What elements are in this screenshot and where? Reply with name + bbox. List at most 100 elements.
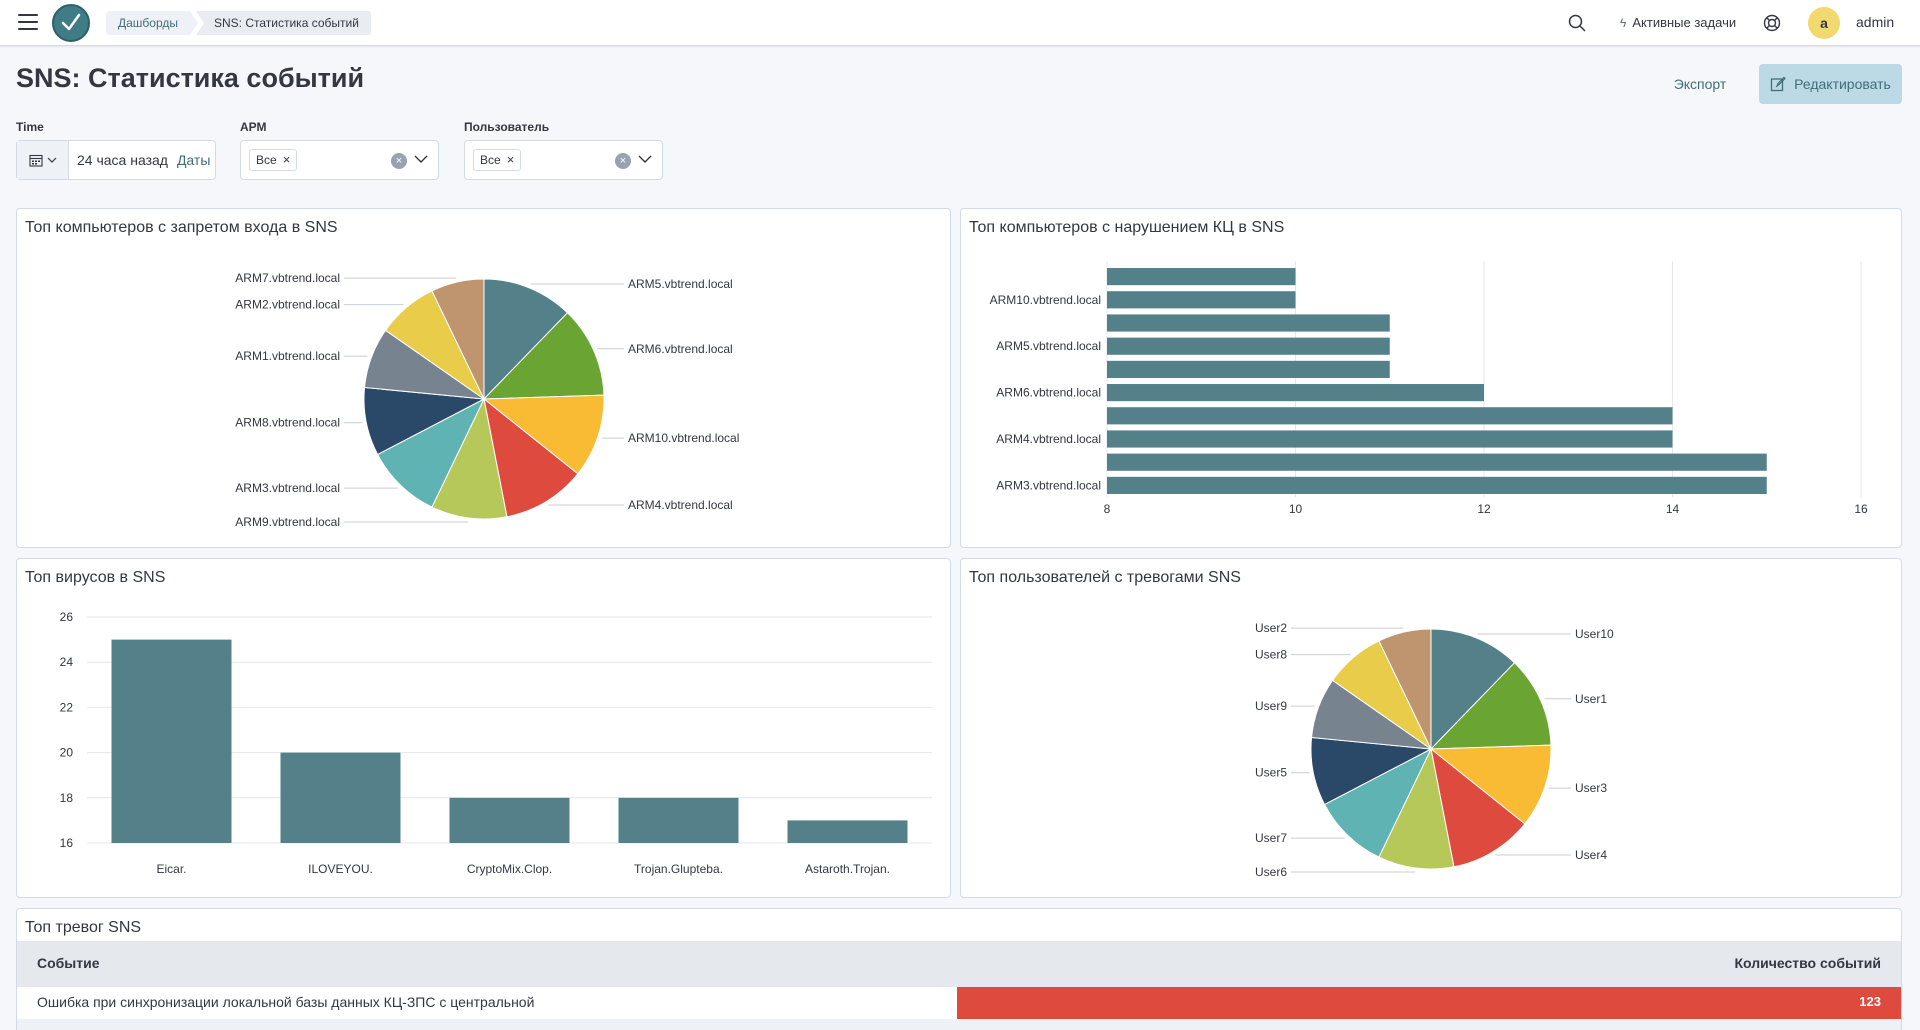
chevron-down-icon[interactable]: [638, 154, 652, 164]
vbar-bar[interactable]: [618, 797, 739, 843]
edit-button[interactable]: Редактировать: [1759, 64, 1902, 104]
pie-computers-slice-arm5-vbtrend-local[interactable]: [483, 278, 569, 401]
hbar-bar[interactable]: [1107, 407, 1673, 425]
pie-users-slice-user2[interactable]: [1378, 628, 1432, 750]
vbar-bar[interactable]: [280, 752, 401, 843]
pie-users-label-user1: User1: [1575, 692, 1607, 706]
pie-users-slice-user6[interactable]: [1378, 747, 1455, 870]
pie-computers-label-arm5-vbtrend-local: ARM5.vbtrend.local: [628, 277, 733, 291]
pie-computers-label-arm9-vbtrend-local: ARM9.vbtrend.local: [235, 515, 340, 529]
hbar-x-tick: 16: [1854, 502, 1868, 516]
user-combobox[interactable]: Все × ×: [464, 140, 663, 180]
hbar-bar[interactable]: [1107, 430, 1673, 448]
avatar[interactable]: a: [1808, 7, 1840, 39]
hbar-x-tick: 10: [1289, 502, 1303, 516]
time-picker: 24 часа назад Даты: [16, 140, 216, 180]
pie-computers-label-arm2-vbtrend-local: ARM2.vbtrend.local: [235, 298, 340, 312]
panel-title: Топ вирусов в SNS: [25, 569, 166, 586]
pie-users-label-user8: User8: [1255, 648, 1287, 662]
pie-computers-label-arm6-vbtrend-local: ARM6.vbtrend.local: [628, 342, 733, 356]
export-button[interactable]: Экспорт: [1673, 76, 1727, 92]
chevron-down-icon[interactable]: [414, 154, 428, 164]
show-dates-link[interactable]: Даты: [176, 152, 211, 168]
pie-users-label-user5: User5: [1255, 766, 1287, 780]
vbar-bar[interactable]: [111, 639, 232, 843]
hbar-bar[interactable]: [1107, 360, 1390, 378]
column-header-event[interactable]: Событие: [37, 955, 100, 971]
quick-select-button[interactable]: [17, 141, 69, 179]
hbar-bar[interactable]: [1107, 268, 1296, 286]
vbar-y-tick: 20: [60, 746, 74, 760]
hbar-bar[interactable]: [1107, 384, 1484, 402]
menu-icon[interactable]: [18, 14, 38, 30]
pie-users-label-user3: User3: [1575, 781, 1607, 795]
count-cell: 123: [957, 987, 1901, 1019]
vbar-x-tick: Trojan.Glupteba.: [634, 862, 723, 876]
pie-computers-slice-arm9-vbtrend-local[interactable]: [431, 397, 508, 520]
column-header-count[interactable]: Количество событий: [1734, 955, 1882, 971]
pie-computers-slice-arm7-vbtrend-local[interactable]: [431, 278, 485, 400]
chevron-down-icon: [47, 157, 56, 163]
pie-users-slice-user3[interactable]: [1429, 744, 1552, 825]
pie-users-label-user9: User9: [1255, 699, 1287, 713]
pie-users-label-user2: User2: [1255, 621, 1287, 635]
panel-title: Топ пользователей с тревогами SNS: [969, 569, 1241, 586]
panel-computers-kc-violation: Топ компьютеров с нарушением КЦ в SNS 8 1…: [960, 208, 1902, 548]
pie-users-slice-user4[interactable]: [1430, 747, 1526, 868]
pie-computers-label-arm8-vbtrend-local: ARM8.vbtrend.local: [235, 416, 340, 430]
remove-pill-icon[interactable]: ×: [506, 152, 515, 167]
remove-pill-icon[interactable]: ×: [282, 152, 291, 167]
pie-computers-label-arm7-vbtrend-local: ARM7.vbtrend.local: [235, 271, 340, 285]
vbar-bar[interactable]: [449, 797, 570, 843]
table-row[interactable]: [17, 1019, 1901, 1030]
time-filter-label: Time: [16, 120, 44, 134]
bar-chart-kc: 8 10 12 14 16 ARM10.vbtrend.local ARM5.vbtrend…: [990, 261, 1868, 516]
table-header: Событие Количество событий: [17, 941, 1901, 987]
pie-computers-slice-arm10-vbtrend-local[interactable]: [482, 394, 605, 475]
vbar-y-tick: 26: [60, 610, 74, 624]
pie-computers-slice-arm3-vbtrend-local[interactable]: [376, 397, 486, 508]
edit-label: Редактировать: [1794, 76, 1891, 92]
search-icon[interactable]: [1568, 14, 1586, 32]
vbar-x-tick: Eicar.: [156, 862, 186, 876]
vbar-x-tick: ILOVEYOU.: [308, 862, 373, 876]
hbar-bar[interactable]: [1107, 291, 1296, 309]
event-cell: Ошибка при синхронизации локальной базы …: [37, 994, 535, 1010]
hbar-bar[interactable]: [1107, 453, 1767, 471]
time-range-value[interactable]: 24 часа назад: [77, 152, 168, 168]
hbar-bar[interactable]: [1107, 314, 1390, 332]
vbar-y-tick: 16: [60, 836, 74, 850]
arm-combobox[interactable]: Все × ×: [240, 140, 439, 180]
hbar-x-tick: 12: [1477, 502, 1491, 516]
hbar-bar[interactable]: [1107, 337, 1390, 355]
pie-users-label-user10: User10: [1575, 627, 1614, 641]
panel-title: Топ компьютеров с нарушением КЦ в SNS: [969, 219, 1285, 236]
vbar-y-tick: 18: [60, 791, 74, 805]
active-tasks-button[interactable]: ϟ Активные задачи: [1620, 15, 1736, 30]
table-row[interactable]: Ошибка при синхронизации локальной базы …: [17, 987, 1901, 1019]
pie-users-slice-user1[interactable]: [1429, 662, 1552, 750]
pie-users-label-user4: User4: [1575, 848, 1607, 862]
help-icon[interactable]: [1763, 14, 1781, 32]
username[interactable]: admin: [1856, 14, 1895, 30]
bolt-icon: ϟ: [1620, 15, 1627, 30]
hbar-bar[interactable]: [1107, 476, 1767, 494]
clear-icon[interactable]: ×: [615, 153, 631, 169]
pie-users-slice-user10[interactable]: [1430, 628, 1516, 751]
pie-computers-label-arm3-vbtrend-local: ARM3.vbtrend.local: [235, 481, 340, 495]
calendar-icon: [28, 154, 43, 167]
breadcrumb-dashboards[interactable]: Дашборды: [106, 11, 198, 35]
pie-chart-users: User10 User1 User3 User4 User6 User7 User5 User…: [1255, 621, 1614, 879]
app-logo[interactable]: [52, 4, 90, 42]
user-selected-pill: Все ×: [473, 149, 522, 171]
pie-computers-label-arm1-vbtrend-local: ARM1.vbtrend.local: [235, 349, 340, 363]
clear-icon[interactable]: ×: [391, 153, 407, 169]
pie-computers-slice-arm4-vbtrend-local[interactable]: [483, 397, 579, 518]
vbar-bar[interactable]: [787, 820, 908, 843]
pie-computers-slice-arm6-vbtrend-local[interactable]: [482, 312, 605, 400]
pie-chart-computers: ARM5.vbtrend.local ARM6.vbtrend.local ARM1…: [235, 271, 739, 529]
panel-computers-login-ban: Топ компьютеров с запретом входа в SNS A…: [16, 208, 951, 548]
panel-title: Топ тревог SNS: [25, 919, 142, 936]
pie-computers-label-arm4-vbtrend-local: ARM4.vbtrend.local: [628, 498, 733, 512]
pie-users-slice-user7[interactable]: [1323, 747, 1433, 858]
